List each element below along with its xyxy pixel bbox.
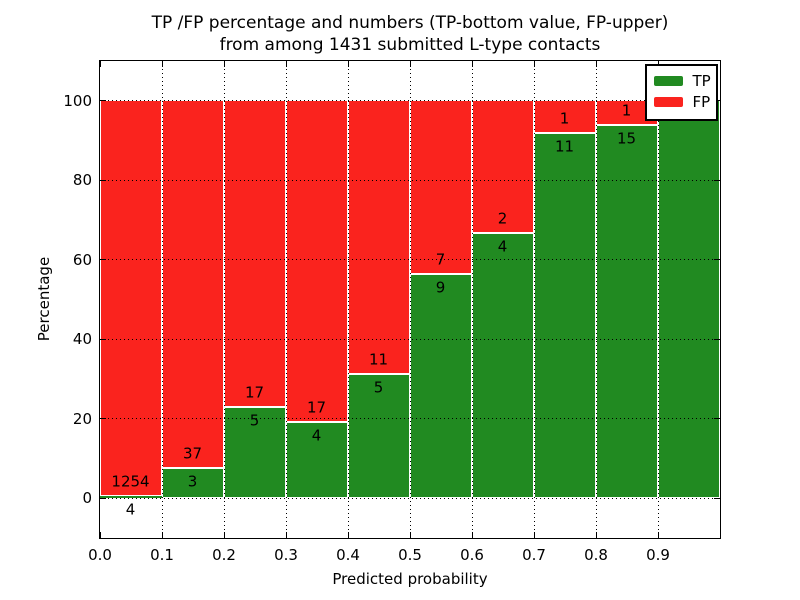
y-tick-label: 60 <box>72 250 92 269</box>
legend: TP FP <box>644 63 718 121</box>
x-tick-mark <box>285 60 287 67</box>
y-tick-mark <box>99 179 106 181</box>
fp-bar-segment <box>161 100 224 468</box>
tp-count-label: 15 <box>616 129 637 148</box>
x-tick-mark <box>223 531 225 538</box>
tp-bar-segment <box>285 422 348 498</box>
x-tick-mark <box>99 60 101 67</box>
fp-legend-label: FP <box>692 93 711 111</box>
x-tick-label: 0.1 <box>150 546 174 564</box>
x-tick-mark <box>471 60 473 67</box>
plot-area: TP FP 12544373175174115792411111524 <box>98 59 721 539</box>
x-tick-label: 0.9 <box>646 546 670 564</box>
x-tick-label: 0.3 <box>274 546 298 564</box>
x-tick-mark <box>409 60 411 67</box>
tp-count-label: 5 <box>249 411 260 430</box>
y-tick-mark <box>713 338 720 340</box>
tp-count-label: 4 <box>125 500 136 519</box>
tp-bar-segment <box>657 100 720 498</box>
fp-count-label: 1254 <box>111 472 150 491</box>
y-tick-label: 100 <box>63 91 92 110</box>
x-tick-label: 0.0 <box>88 546 112 564</box>
y-tick-label: 0 <box>82 489 92 508</box>
x-tick-mark <box>161 531 163 538</box>
grid-line-v <box>471 60 473 538</box>
y-tick-mark <box>713 259 720 261</box>
x-tick-mark <box>409 531 411 538</box>
tp-count-label: 11 <box>554 137 575 156</box>
x-tick-mark <box>533 531 535 538</box>
tp-bar-segment <box>471 232 534 498</box>
x-tick-mark <box>595 60 597 67</box>
y-tick-mark <box>99 497 106 499</box>
fp-count-label: 1 <box>621 101 632 120</box>
fp-bar-segment <box>99 100 162 497</box>
x-tick-mark <box>223 60 225 67</box>
fp-bar-segment <box>409 100 472 275</box>
fp-count-label: 37 <box>182 444 203 463</box>
y-tick-label: 20 <box>72 409 92 428</box>
legend-entry-fp: FP <box>653 92 711 113</box>
tp-count-label: 3 <box>187 472 198 491</box>
fp-bar-segment <box>285 100 348 423</box>
x-axis-label: Predicted probability <box>332 570 488 588</box>
grid-line-v <box>595 60 597 538</box>
fp-legend-swatch <box>653 97 683 107</box>
grid-line-v <box>533 60 535 538</box>
x-tick-mark <box>285 531 287 538</box>
x-tick-label: 0.2 <box>212 546 236 564</box>
grid-line-v <box>161 60 163 538</box>
grid-line-v <box>657 60 659 538</box>
y-tick-mark <box>713 497 720 499</box>
x-tick-mark <box>471 531 473 538</box>
y-tick-mark <box>713 179 720 181</box>
fp-count-label: 1 <box>559 109 570 128</box>
fp-count-label: 7 <box>435 250 446 269</box>
x-tick-mark <box>595 531 597 538</box>
x-tick-label: 0.8 <box>584 546 608 564</box>
legend-entry-tp: TP <box>653 71 711 92</box>
grid-line-v <box>223 60 225 538</box>
y-tick-mark <box>99 100 106 102</box>
chart-title-line2: from among 1431 submitted L-type contact… <box>219 35 601 55</box>
grid-line-v <box>347 60 349 538</box>
x-tick-label: 0.5 <box>398 546 422 564</box>
grid-line-v <box>285 60 287 538</box>
x-tick-mark <box>99 531 101 538</box>
chart-title-line1: TP /FP percentage and numbers (TP-bottom… <box>151 13 669 33</box>
x-tick-label: 0.7 <box>522 546 546 564</box>
tp-bar-segment <box>595 125 658 498</box>
x-tick-mark <box>347 60 349 67</box>
fp-count-label: 11 <box>368 350 389 369</box>
fp-count-label: 17 <box>306 398 327 417</box>
y-tick-mark <box>99 259 106 261</box>
tp-count-label: 4 <box>497 237 508 256</box>
y-tick-label: 80 <box>72 171 92 190</box>
y-tick-mark <box>99 418 106 420</box>
x-tick-mark <box>533 60 535 67</box>
fp-count-label: 17 <box>244 383 265 402</box>
tp-bar-segment <box>533 133 596 498</box>
tp-bar-segment <box>99 496 162 498</box>
x-tick-label: 0.6 <box>460 546 484 564</box>
y-tick-mark <box>99 338 106 340</box>
fp-bar-segment <box>347 100 410 374</box>
x-tick-mark <box>161 60 163 67</box>
tp-bar-segment <box>223 407 286 498</box>
y-tick-mark <box>713 418 720 420</box>
tp-count-label: 9 <box>435 278 446 297</box>
x-tick-label: 0.4 <box>336 546 360 564</box>
fp-bar-segment <box>223 100 286 408</box>
tp-count-label: 5 <box>373 378 384 397</box>
tp-legend-swatch <box>653 76 683 86</box>
tp-bar-segment <box>409 274 472 498</box>
tp-legend-label: TP <box>692 72 711 90</box>
y-tick-label: 40 <box>72 330 92 349</box>
x-tick-mark <box>347 531 349 538</box>
x-tick-mark <box>657 531 659 538</box>
fp-count-label: 2 <box>497 209 508 228</box>
tp-count-label: 4 <box>311 426 322 445</box>
grid-line-v <box>409 60 411 538</box>
